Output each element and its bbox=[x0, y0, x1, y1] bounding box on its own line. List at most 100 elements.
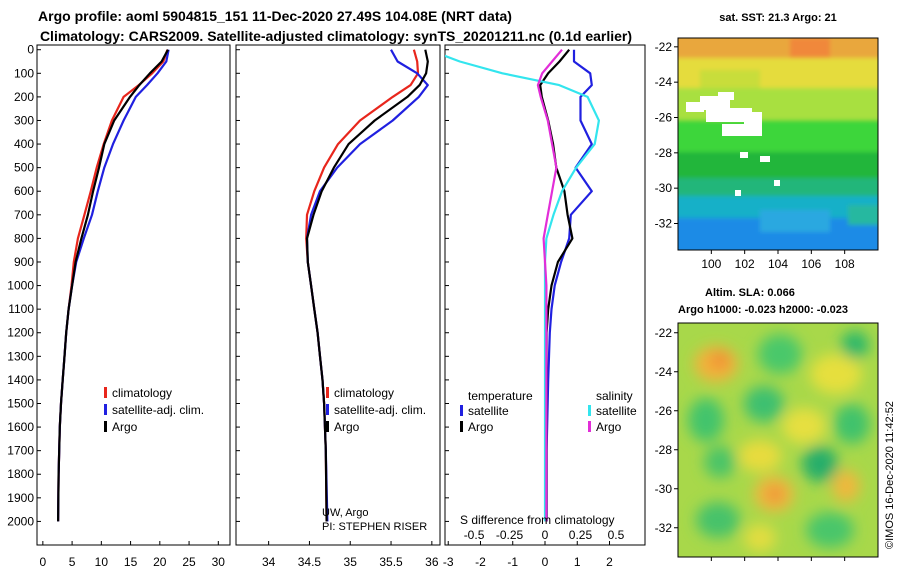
x-tick-label: 2 bbox=[606, 555, 613, 569]
legend-temperature-satellite-swatch bbox=[460, 405, 463, 416]
depth-tick-label: 500 bbox=[14, 161, 34, 175]
legend-satellite-swatch bbox=[326, 404, 329, 415]
x-tick-label: 1 bbox=[574, 555, 581, 569]
depth-tick-label: 200 bbox=[14, 90, 34, 104]
x-tick-label: 34.5 bbox=[298, 555, 322, 569]
map-y-tick-label: -30 bbox=[655, 181, 673, 195]
depth-tick-label: 1400 bbox=[7, 373, 34, 387]
cloud-patch bbox=[686, 102, 704, 112]
sla-peak-blob bbox=[767, 486, 783, 502]
pi-annotation-line-2: PI: STEPHEN RISER bbox=[322, 521, 427, 533]
depth-tick-label: 400 bbox=[14, 137, 34, 151]
sla-low-blob bbox=[704, 446, 736, 478]
x-tick-label: 35 bbox=[344, 555, 358, 569]
map-y-tick-label: -26 bbox=[655, 111, 673, 125]
legend-salinity-argo-swatch bbox=[588, 421, 591, 432]
depth-tick-label: 300 bbox=[14, 113, 34, 127]
sla-map-title-line-1: Altim. SLA: 0.066 bbox=[705, 287, 795, 299]
depth-tick-label: 1300 bbox=[7, 349, 34, 363]
temperature-panel-frame bbox=[36, 44, 231, 546]
depth-tick-label: 1000 bbox=[7, 279, 34, 293]
depth-tick-label: 1900 bbox=[7, 491, 34, 505]
legend-satellite-label: satellite-adj. clim. bbox=[112, 403, 204, 417]
legend-argo-label: Argo bbox=[334, 420, 360, 434]
title-line-2: Climatology: CARS2009. Satellite-adjuste… bbox=[40, 28, 632, 44]
depth-tick-label: 1800 bbox=[7, 467, 34, 481]
map-x-tick-label: 106 bbox=[801, 257, 821, 271]
series-line-climatology bbox=[305, 49, 420, 522]
depth-tick-label: 1200 bbox=[7, 326, 34, 340]
x-tick2-label: -0.5 bbox=[464, 528, 485, 542]
x-tick-label: 15 bbox=[124, 555, 138, 569]
sla-high-blob bbox=[832, 470, 860, 502]
sst-map-image bbox=[678, 38, 878, 250]
map-x-tick-label: 100 bbox=[701, 257, 721, 271]
legend-climatology-swatch bbox=[104, 387, 107, 398]
temperature-profile-lines bbox=[57, 49, 170, 522]
salinity-profile-lines bbox=[305, 49, 429, 522]
depth-tick-label: 1600 bbox=[7, 420, 34, 434]
depth-tick-label: 800 bbox=[14, 231, 34, 245]
sst-map-ticks: 100 102 104 106 108 -22 -24 -26 -28 -30 -32 bbox=[655, 40, 855, 271]
cloud-patch bbox=[740, 152, 748, 158]
legend-temperature-argo-label: Argo bbox=[468, 420, 494, 434]
legend-satellite-label: satellite-adj. clim. bbox=[334, 403, 426, 417]
legend-satellite-swatch bbox=[104, 404, 107, 415]
x-tick-label: 0 bbox=[40, 555, 47, 569]
imos-credit: ©IMOS 16-Dec-2020 11:42:52 bbox=[884, 401, 896, 549]
sla-map-ticks: -22 -24 -26 -28 -30 -32 bbox=[655, 326, 846, 561]
sst-band-hot bbox=[790, 38, 830, 60]
sla-high-blob bbox=[810, 354, 862, 394]
sla-low-blob bbox=[806, 512, 854, 548]
map-y-tick-label: -26 bbox=[655, 404, 673, 418]
sla-low-blob bbox=[834, 404, 870, 444]
cloud-patch bbox=[760, 156, 770, 162]
legend-temperature-argo-swatch bbox=[460, 421, 463, 432]
series-line-argo bbox=[57, 49, 169, 522]
temperature-legend: climatology satellite-adj. clim. Argo bbox=[104, 386, 204, 434]
sst-band-darkgreen bbox=[678, 152, 878, 182]
sla-peak-blob bbox=[711, 352, 729, 368]
profile-lines bbox=[57, 48, 601, 522]
cloud-patch bbox=[706, 108, 752, 122]
map-x-tick-label: 104 bbox=[768, 257, 788, 271]
map-y-tick-label: -24 bbox=[655, 365, 673, 379]
sla-map-title-line-2: Argo h1000: -0.023 h2000: -0.023 bbox=[678, 304, 848, 316]
legend-temperature-title: temperature bbox=[468, 389, 533, 403]
depth-tick-label: 2000 bbox=[7, 514, 34, 528]
x-tick2-label: 0 bbox=[542, 528, 549, 542]
sst-band-warm bbox=[678, 38, 878, 62]
legend-argo-swatch bbox=[104, 421, 107, 432]
sla-low-blob bbox=[802, 446, 838, 482]
x-tick-label: 20 bbox=[153, 555, 167, 569]
x-tick-label: 5 bbox=[69, 555, 76, 569]
sst-band-tealpatch bbox=[848, 205, 878, 225]
map-y-tick-label: -32 bbox=[655, 217, 673, 231]
legend-temperature-satellite-label: satellite bbox=[468, 404, 509, 418]
difference-axis-label: S difference from climatology bbox=[460, 513, 615, 527]
x-tick2-label: 0.5 bbox=[608, 528, 625, 542]
x-tick-label: 25 bbox=[182, 555, 196, 569]
x-tick-label: 35.5 bbox=[379, 555, 403, 569]
map-y-tick-label: -22 bbox=[655, 40, 673, 54]
depth-tick-label: 600 bbox=[14, 184, 34, 198]
salinity-legend: climatology satellite-adj. clim. Argo UW… bbox=[322, 386, 427, 533]
depth-tick-label: 0 bbox=[27, 43, 34, 57]
x-tick-label: -3 bbox=[443, 555, 454, 569]
x-tick2-label: 0.25 bbox=[569, 528, 593, 542]
legend-climatology-label: climatology bbox=[112, 386, 172, 400]
x-tick-label: 0 bbox=[542, 555, 549, 569]
salinity-panel-frame bbox=[235, 44, 441, 546]
legend-salinity-title: salinity bbox=[596, 389, 633, 403]
depth-tick-label: 900 bbox=[14, 255, 34, 269]
sla-map-image bbox=[678, 323, 878, 557]
x-tick-label: -1 bbox=[507, 555, 518, 569]
legend-salinity-satellite-swatch bbox=[588, 405, 591, 416]
sla-map-field bbox=[688, 331, 870, 552]
x-tick-label: 34 bbox=[262, 555, 276, 569]
series-line-temperature-satellite bbox=[545, 49, 593, 522]
pi-annotation-line-1: UW, Argo bbox=[322, 507, 368, 519]
difference-from-climatology-lines bbox=[445, 48, 601, 522]
series-line-salinity-satellite bbox=[445, 54, 601, 522]
